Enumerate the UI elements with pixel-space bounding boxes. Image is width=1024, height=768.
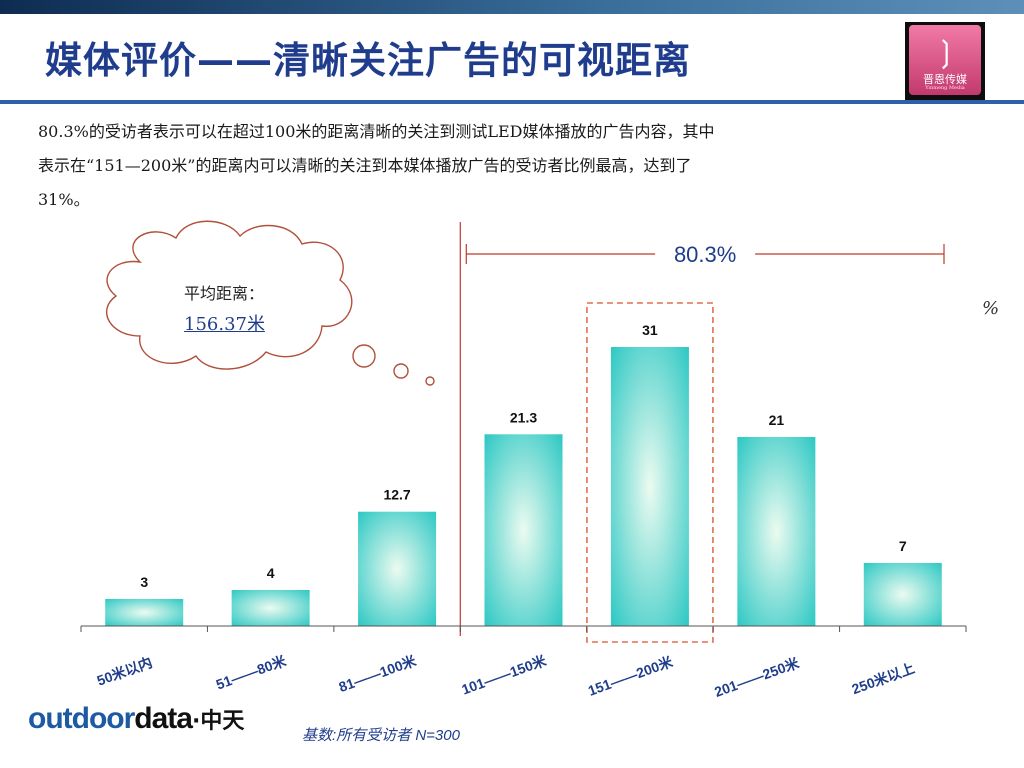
- top-banner: [0, 0, 1024, 14]
- logo-name: 晋恩传媒: [923, 73, 967, 86]
- summary-line-1: 80.3%的受访者表示可以在超过100米的距离清晰的关注到测试LED媒体播放的广…: [38, 122, 715, 141]
- footer-logo: outdoordata·中天: [28, 702, 288, 746]
- summary-line-2: 表示在“151—200米”的距离内可以清晰的关注到本媒体播放广告的受访者比例最高…: [38, 156, 692, 175]
- value-label-5: 31: [642, 322, 658, 338]
- x-tick-label-6: 201——250米: [712, 654, 802, 700]
- value-label-4: 21.3: [510, 409, 537, 425]
- unit-label: %: [982, 298, 1000, 319]
- thought-cloud: [105, 220, 435, 386]
- bar-2: [231, 590, 310, 626]
- x-tick-label-1: 50米以内: [95, 654, 155, 689]
- x-axis-labels: 50米以内 51——80米 81——100米 101——150米 151——200米 20…: [95, 652, 917, 700]
- value-label-1: 3: [140, 574, 148, 590]
- bar-7: [863, 563, 942, 626]
- x-tick-label-7: 250米以上: [850, 660, 917, 697]
- bar-3: [358, 511, 437, 626]
- x-tick-label-2: 51——80米: [214, 652, 289, 692]
- x-tick-label-4: 101——150米: [459, 652, 549, 698]
- average-distance-label: 平均距离：: [184, 284, 265, 303]
- value-label-2: 4: [267, 565, 275, 581]
- footer-brand-data: data: [134, 702, 193, 735]
- bar-6: [737, 437, 816, 626]
- highlight-box: [586, 302, 714, 643]
- bar-1: [105, 599, 184, 626]
- bar-series: [105, 347, 942, 626]
- value-label-6: 21: [769, 412, 785, 428]
- logo-mark-icon: ❳: [933, 35, 959, 70]
- logo-subname: Yinmeng Media: [925, 85, 965, 91]
- average-distance-value: 156.37米: [184, 314, 265, 335]
- value-label-7: 7: [899, 538, 907, 554]
- x-tick-label-3: 81——100米: [337, 652, 419, 695]
- summary-line-3: 31%。: [38, 190, 90, 209]
- bar-4: [484, 434, 563, 626]
- x-axis-ticks: [80, 626, 967, 632]
- sample-base-note: 基数:所有受访者 N=300: [302, 727, 460, 744]
- bar-5: [610, 347, 689, 626]
- x-tick-label-5: 151——200米: [586, 653, 676, 699]
- value-label-3: 12.7: [383, 487, 410, 503]
- share-bracket: [465, 244, 945, 264]
- title-divider: [0, 100, 1024, 104]
- summary-paragraph: 80.3%的受访者表示可以在超过100米的距离清晰的关注到测试LED媒体播放的广…: [38, 115, 978, 217]
- brand-logo: ❳ 晋恩传媒 Yinmeng Media: [905, 22, 985, 100]
- footer-brand-outdoor: outdoor: [28, 702, 135, 735]
- bracket-label: 80.3%: [674, 242, 736, 267]
- footer-brand-cn: ·中天: [191, 709, 245, 734]
- page-title: 媒体评价——清晰关注广告的可视距离: [45, 39, 691, 82]
- value-labels: 3 4 12.7 21.3 31 21 7: [140, 322, 907, 590]
